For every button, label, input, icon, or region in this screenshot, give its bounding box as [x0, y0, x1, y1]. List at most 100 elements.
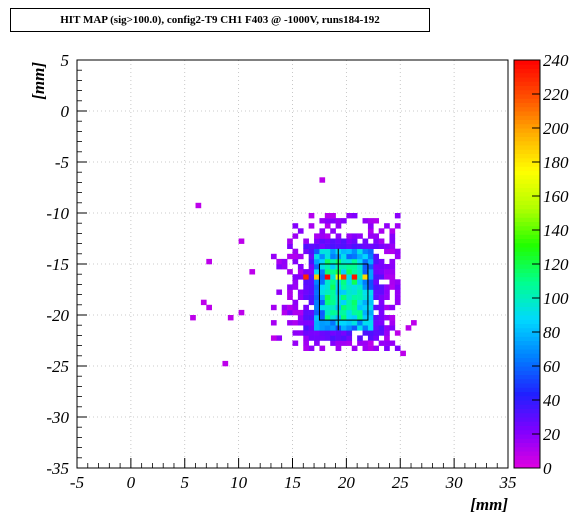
colorbar-band [514, 395, 540, 401]
heatmap-cell [394, 279, 401, 285]
heatmap-cell [292, 340, 299, 346]
heatmap-cell [357, 335, 363, 341]
heatmap-cell [384, 264, 390, 270]
colorbar-band [514, 289, 540, 295]
colorbar-band [514, 145, 540, 150]
y-tick-label: -35 [46, 459, 69, 478]
heatmap-cell [340, 304, 347, 311]
colorbar-band [514, 242, 540, 248]
heatmap-cell [367, 345, 374, 351]
heatmap-cell [378, 238, 385, 244]
heatmap-cell [308, 274, 315, 280]
colorbar-band [514, 123, 540, 129]
colorbar-band [514, 353, 540, 358]
heatmap-cell [340, 325, 347, 331]
heatmap-cell [308, 309, 315, 316]
heatmap-cell [314, 233, 320, 239]
heatmap-cell [324, 299, 331, 306]
heatmap-cell [346, 269, 353, 275]
heatmap-cell [340, 264, 347, 270]
heatmap-cell [362, 289, 369, 295]
y-tick-label: 5 [61, 51, 70, 70]
heatmap-cell [276, 264, 283, 270]
heatmap-cell [297, 269, 304, 275]
heatmap-cell [324, 309, 331, 316]
heatmap-cell [384, 289, 390, 295]
heatmap-cell [340, 294, 347, 300]
heatmap-cell [351, 315, 358, 321]
heatmap-cell-outlier [405, 325, 412, 331]
heatmap-cell [394, 284, 401, 290]
heatmap-cell [357, 279, 363, 285]
heatmap-cell [389, 320, 396, 326]
y-tick-label: -20 [46, 306, 69, 325]
heatmap-cell [297, 294, 304, 300]
heatmap-cell [357, 264, 363, 270]
heatmap-cell [330, 335, 336, 341]
colorbar-band [514, 60, 540, 65]
heatmap-cell [340, 258, 347, 265]
heatmap-cell [373, 345, 379, 351]
heatmap-cell [324, 274, 331, 280]
heatmap-cell [351, 253, 358, 260]
heatmap-cell [384, 274, 390, 280]
heatmap-cell [373, 218, 379, 224]
heatmap-cell [394, 253, 401, 260]
heatmap-cell [378, 304, 385, 311]
colorbar-band [514, 234, 540, 239]
colorbar-band [514, 77, 540, 82]
heatmap-cell [292, 253, 299, 260]
heatmap-cell [287, 253, 293, 260]
x-tick-label: -5 [70, 473, 84, 492]
heatmap-cell [324, 213, 331, 219]
heatmap-cell [367, 264, 374, 270]
colorbar-band [514, 412, 540, 418]
heatmap-cell [324, 243, 331, 249]
heatmap-cell [362, 330, 369, 336]
x-axis: -5 0 5 10 15 20 25 30 35 [mm] [70, 458, 517, 514]
heatmap-cell [292, 279, 299, 285]
heatmap-cell [335, 340, 342, 346]
colorbar-tick-label: 0 [543, 459, 552, 478]
heatmap-cell [362, 279, 369, 285]
heatmap-cell [276, 258, 283, 265]
colorbar-band [514, 208, 540, 214]
heatmap-cell [351, 258, 358, 265]
heatmap-cell [357, 284, 363, 290]
x-tick-label: 20 [338, 473, 356, 492]
heatmap-cell [324, 279, 331, 285]
heatmap-cell [367, 228, 374, 234]
heatmap-cell [319, 304, 326, 311]
heatmap-cell [351, 294, 358, 300]
heatmap-cell [340, 248, 347, 255]
heatmap-cell [367, 320, 374, 326]
heatmap-cell [303, 330, 309, 336]
heatmap-cell [308, 325, 315, 331]
heatmap-cell [287, 243, 293, 249]
colorbar-tick-label: 140 [543, 221, 569, 240]
heatmap-cell [297, 309, 304, 316]
heatmap-cell [351, 309, 358, 316]
heatmap-cell [351, 248, 358, 255]
heatmap-cell [287, 320, 293, 326]
x-axis-label: [mm] [470, 495, 508, 514]
heatmap-cell [303, 274, 309, 280]
heatmap-cell [276, 289, 283, 295]
colorbar-band [514, 149, 540, 154]
heatmap-cell [389, 248, 396, 255]
heatmap-cell [297, 253, 304, 260]
heatmap-cell [314, 258, 320, 265]
colorbar-band [514, 217, 540, 222]
heatmap-cell [378, 330, 385, 336]
y-tick-label: -5 [55, 153, 69, 172]
heatmap-cell [373, 233, 379, 239]
heatmap-cell [367, 289, 374, 295]
heatmap-cell [292, 299, 299, 306]
heatmap-cell [324, 269, 331, 275]
heatmap-cell [314, 294, 320, 300]
heatmap-cell [362, 264, 369, 270]
heatmap-cell [340, 238, 347, 244]
colorbar-band [514, 72, 540, 78]
heatmap-cell [362, 320, 369, 326]
